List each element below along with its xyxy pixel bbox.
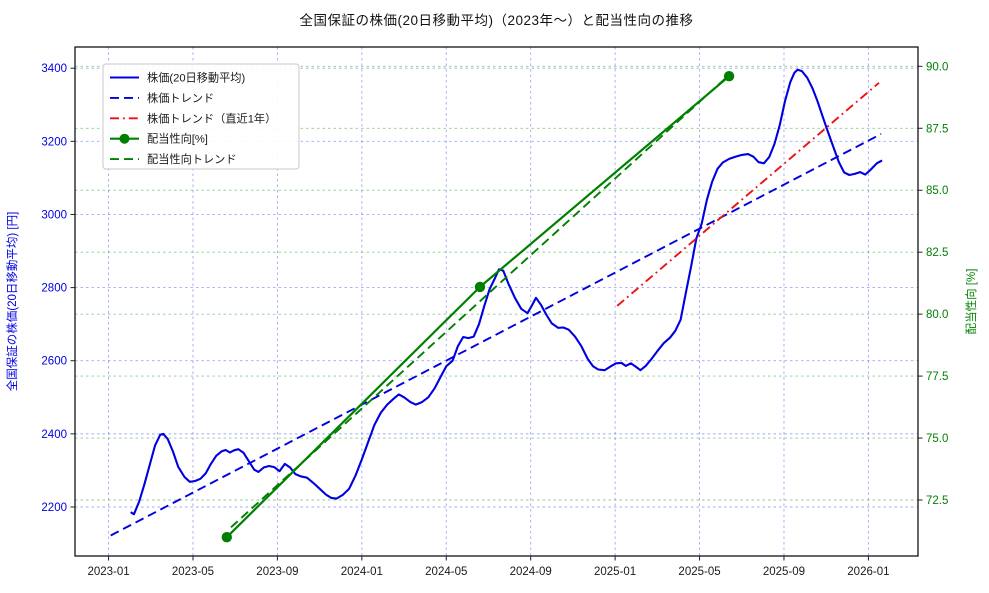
gridlines — [75, 47, 918, 556]
payout_ratio-series — [221, 71, 735, 543]
payout_ratio-line — [226, 75, 730, 538]
price_trend_recent-line — [616, 82, 880, 307]
x-tick-label: 2024-09 — [510, 566, 552, 578]
left-tick-label: 2400 — [41, 429, 67, 441]
x-tick-label: 2023-01 — [87, 566, 129, 578]
price_trend-series — [110, 133, 882, 537]
x-tick-label: 2023-09 — [256, 566, 298, 578]
right-axis-label: 配当性向 [%] — [964, 269, 978, 335]
x-tick-label: 2023-05 — [172, 566, 214, 578]
price_trend-line — [110, 133, 882, 537]
left-tick-label: 2200 — [41, 502, 67, 514]
left-axis-label: 全国保証の株価(20日移動平均) [円] — [5, 212, 19, 392]
legend-label-payout_trend: 配当性向トレンド — [147, 152, 237, 166]
right-tick-label: 87.5 — [926, 123, 948, 135]
chart-title: 全国保証の株価(20日移動平均)（2023年〜）と配当性向の推移 — [299, 13, 694, 28]
x-tick-label: 2024-01 — [341, 566, 383, 578]
x-tick-label: 2025-05 — [678, 566, 720, 578]
left-tick-label: 2800 — [41, 283, 67, 295]
payout_trend-series — [230, 74, 730, 529]
right-tick-label: 75.0 — [926, 433, 948, 445]
x-tick-label: 2026-01 — [847, 566, 889, 578]
legend-label-price_trend: 株価トレンド — [147, 91, 214, 105]
right-tick-label: 90.0 — [926, 61, 948, 73]
left-tick-label: 2600 — [41, 356, 67, 368]
right-tick-label: 82.5 — [926, 247, 948, 259]
right-tick-label: 80.0 — [926, 309, 948, 321]
right-tick-label: 85.0 — [926, 185, 948, 197]
legend-label-price_ma: 株価(20日移動平均) — [147, 71, 245, 85]
payout_trend-line — [230, 74, 730, 529]
legend-box — [102, 63, 300, 170]
right-tick-label: 77.5 — [926, 371, 948, 383]
plot-border — [74, 46, 919, 557]
left-tick-label: 3400 — [41, 63, 67, 75]
x-tick-label: 2025-09 — [763, 566, 805, 578]
x-tick-label: 2025-01 — [594, 566, 636, 578]
price_trend_recent-series — [616, 82, 880, 307]
axes: 2023-01 2023-05 2023-09 2024-01 2024-05 2024-… — [5, 61, 978, 578]
payout_ratio-marker — [221, 532, 232, 543]
payout_ratio-marker — [474, 281, 486, 293]
legend-label-price_trend_recent: 株価トレンド（直近1年） — [147, 111, 276, 125]
left-tick-label: 3200 — [41, 136, 67, 148]
x-tick-label: 2024-05 — [425, 566, 467, 578]
right-tick-label: 72.5 — [926, 495, 948, 507]
left-tick-label: 3000 — [41, 209, 67, 221]
legend-marker-payout_ratio — [119, 133, 130, 144]
legend-label-payout_ratio: 配当性向[%] — [147, 132, 208, 146]
